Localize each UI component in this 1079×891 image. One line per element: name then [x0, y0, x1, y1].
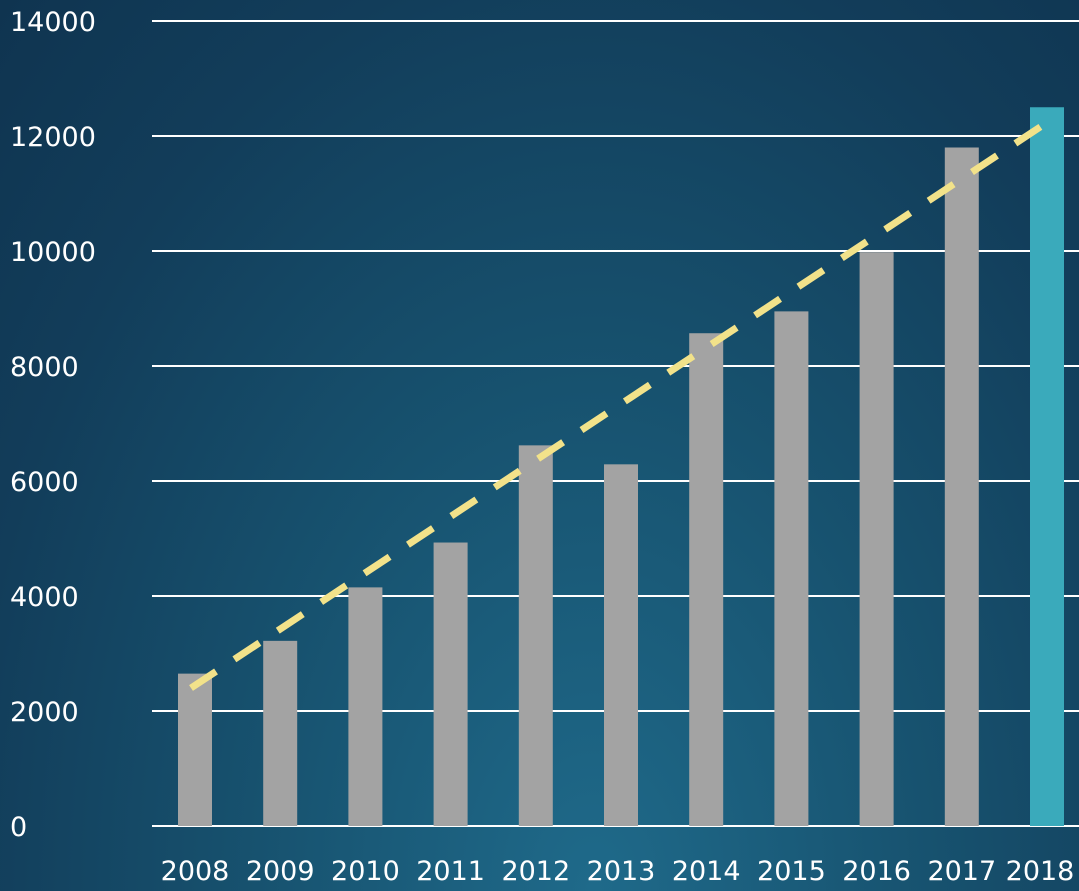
bar-2017	[944, 147, 979, 826]
trendline-group	[189, 121, 1046, 691]
y-tick-label: 2000	[10, 697, 79, 728]
trendline	[189, 121, 1046, 691]
x-axis-ticks: 2008 2009 2010 2011 2012 2013 2014 2015 2016 2017…	[161, 856, 1075, 887]
x-tick-label: 2010	[331, 856, 400, 887]
x-tick-label: 2008	[161, 856, 230, 887]
bar-2011	[433, 542, 468, 826]
y-tick-label: 8000	[10, 352, 79, 383]
x-tick-label: 2012	[501, 856, 570, 887]
bar-2010	[348, 587, 383, 826]
y-axis-ticks: 0 2000 4000 6000 8000 10000 12000 14000	[10, 7, 96, 843]
x-tick-label: 2011	[416, 856, 485, 887]
bar-2012	[518, 445, 553, 826]
y-tick-label: 6000	[10, 467, 79, 498]
y-tick-label: 14000	[10, 7, 96, 38]
bar-2015	[774, 311, 809, 826]
x-tick-label: 2013	[587, 856, 656, 887]
bar-2016	[859, 252, 894, 826]
bar-2014	[689, 333, 724, 826]
y-tick-label: 10000	[10, 237, 96, 268]
x-tick-label: 2018	[1006, 856, 1075, 887]
bars	[178, 107, 1064, 826]
bar-2018	[1030, 107, 1064, 826]
x-tick-label: 2009	[246, 856, 315, 887]
x-tick-label: 2015	[757, 856, 826, 887]
bar-2008	[178, 673, 212, 826]
bar-2009	[263, 640, 298, 826]
x-tick-label: 2016	[842, 856, 911, 887]
y-tick-label: 12000	[10, 122, 96, 153]
x-tick-label: 2017	[927, 856, 996, 887]
x-tick-label: 2014	[672, 856, 741, 887]
bar-2013	[604, 464, 638, 826]
y-tick-label: 4000	[10, 582, 79, 613]
y-tick-label: 0	[10, 812, 27, 843]
